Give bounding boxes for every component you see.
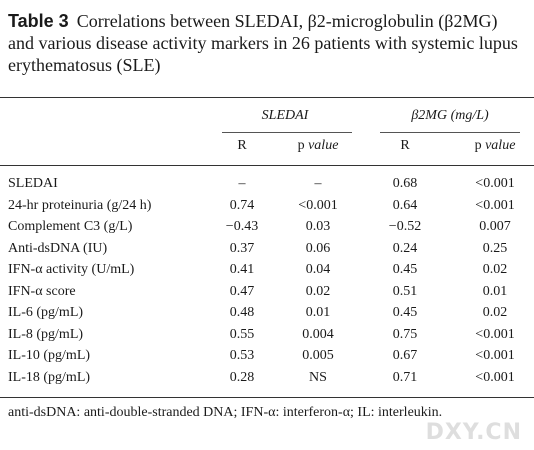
cell-value: 0.45 [392, 305, 418, 320]
cell-value: 0.67 [392, 348, 418, 363]
cell-value: 0.04 [305, 262, 331, 277]
cell-value: <0.001 [475, 348, 515, 363]
cell-value: 0.004 [302, 326, 334, 342]
cell-value: 0.03 [305, 219, 331, 234]
cell-value: 0.02 [305, 283, 331, 299]
row-label: 24-hr proteinuria (g/24 h) [8, 197, 152, 213]
column-qualifier: value [308, 138, 339, 153]
column-qualifier: value [485, 138, 516, 153]
cell-value: 0.06 [305, 240, 331, 256]
watermark: DXY.CN [425, 420, 522, 445]
cell-value: 0.37 [229, 240, 255, 256]
cell-value: 0.75 [392, 326, 418, 342]
row-label: IL-8 (pg/mL) [8, 326, 84, 342]
cell-value: 0.02 [482, 262, 508, 277]
cell-value: 0.48 [229, 305, 255, 320]
cell-value: 0.005 [302, 348, 334, 363]
bottom-rule [0, 397, 534, 398]
cell-value: 0.45 [392, 262, 418, 277]
footnote: anti-dsDNA: anti-double-stranded DNA; IF… [8, 405, 443, 420]
cell-value: – [314, 176, 322, 191]
cell-value: 0.25 [482, 240, 508, 256]
cell-value: 0.47 [229, 283, 255, 299]
cell-value: 0.41 [229, 262, 255, 277]
cell-value: <0.001 [475, 197, 515, 213]
cell-value: 0.01 [305, 305, 331, 320]
cell-value: <0.001 [475, 176, 515, 191]
column-header: p value [298, 138, 339, 154]
cell-value: <0.001 [475, 369, 515, 385]
cell-value: 0.53 [229, 348, 255, 363]
top-rule [0, 97, 534, 98]
row-label: IL-6 (pg/mL) [8, 305, 84, 320]
group-header: β2MG (mg/L) [411, 108, 489, 123]
column-header: p value [475, 138, 516, 154]
title-text: Correlations between SLEDAI, β2-microglo… [8, 11, 518, 75]
group-header: SLEDAI [261, 108, 309, 123]
column-header: R [237, 138, 246, 154]
table-label: Table 3 [8, 11, 69, 31]
row-label: IFN-α activity (U/mL) [8, 262, 135, 277]
row-label: Complement C3 (g/L) [8, 219, 133, 234]
table-title: Table 3 Correlations between SLEDAI, β2-m… [8, 10, 523, 76]
group-underline [380, 132, 520, 133]
cell-value: 0.007 [479, 219, 511, 234]
group-underline [222, 132, 352, 133]
cell-value: 0.28 [229, 369, 255, 385]
row-label: SLEDAI [8, 176, 58, 191]
row-label: IL-10 (pg/mL) [8, 348, 91, 363]
cell-value: 0.02 [482, 305, 508, 320]
cell-value: <0.001 [298, 197, 338, 213]
cell-value: NS [309, 369, 327, 385]
cell-value: 0.64 [392, 197, 418, 213]
cell-value: 0.55 [229, 326, 255, 342]
cell-value: 0.24 [392, 240, 418, 256]
cell-value: −0.43 [225, 219, 259, 234]
column-label: p [297, 138, 305, 153]
cell-value: 0.74 [229, 197, 255, 213]
cell-value: – [238, 176, 246, 191]
column-header: R [400, 138, 409, 154]
column-label: R [237, 138, 247, 153]
row-label: Anti-dsDNA (IU) [8, 240, 108, 256]
column-label: R [400, 138, 410, 153]
cell-value: 0.01 [482, 283, 508, 299]
row-label: IL-18 (pg/mL) [8, 369, 91, 385]
cell-value: <0.001 [475, 326, 515, 342]
cell-value: −0.52 [388, 219, 422, 234]
cell-value: 0.51 [392, 283, 418, 299]
header-rule [0, 165, 534, 166]
cell-value: 0.71 [392, 369, 418, 385]
cell-value: 0.68 [392, 176, 418, 191]
column-label: p [474, 138, 482, 153]
row-label: IFN-α score [8, 283, 76, 299]
